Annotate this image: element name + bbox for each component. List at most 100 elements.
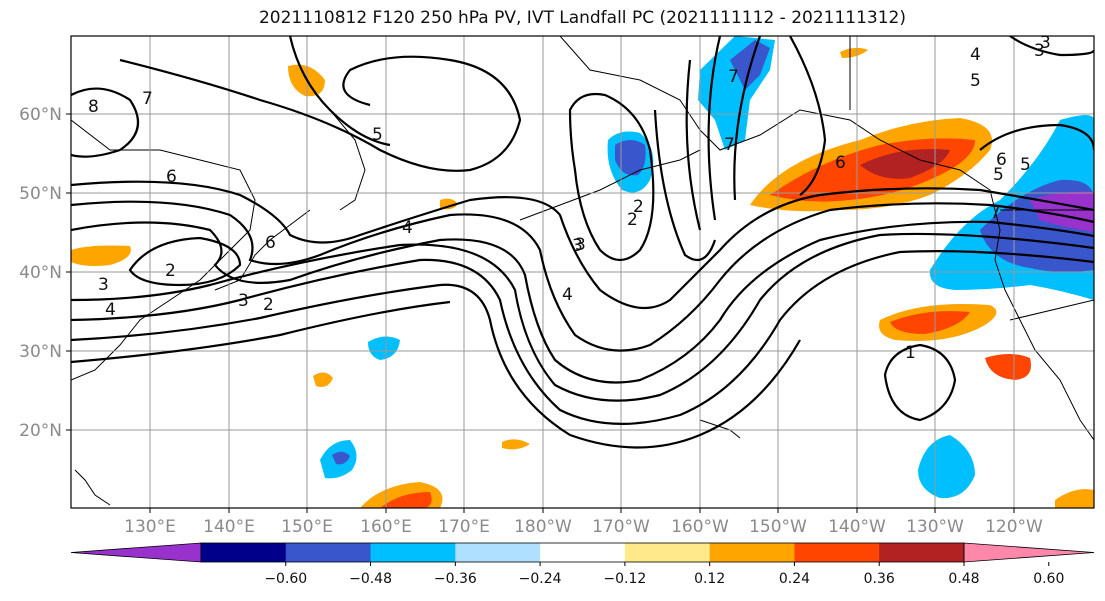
- colorbar-extend-low: [70, 542, 202, 563]
- colorbar-extend-high: [963, 542, 1095, 563]
- shade-blob: [1055, 489, 1094, 508]
- colorbar-segment: [624, 543, 711, 562]
- shade-blob: [313, 372, 333, 387]
- pv-contour: [128, 236, 242, 287]
- colorbar-segment: [285, 543, 372, 562]
- colorbar-tick-label: −0.48: [349, 571, 392, 587]
- contour-label: 8: [88, 97, 99, 117]
- border-us-mex: [1009, 299, 1094, 321]
- lon-label: 150°E: [281, 517, 333, 537]
- contour-label: 4: [402, 218, 413, 238]
- contour-label: 1: [905, 343, 916, 363]
- pv-contour: [71, 283, 801, 449]
- coastline-hawaii: [699, 419, 741, 439]
- pv-contour: [979, 123, 1094, 151]
- lat-label: 20°N: [19, 421, 62, 441]
- pv-contour: [71, 220, 1094, 384]
- colorbar-segment: [794, 543, 880, 562]
- colorbar-segment: [455, 543, 541, 562]
- lon-label: 180°W: [514, 517, 572, 537]
- lon-label: 170°W: [592, 517, 650, 537]
- lon-label: 140°W: [828, 517, 886, 537]
- shade-blob: [840, 47, 868, 58]
- pv-contour: [71, 250, 1094, 425]
- lat-label: 50°N: [19, 184, 62, 204]
- map-title: 2021110812 F120 250 hPa PV, IVT Landfall…: [258, 8, 906, 28]
- contour-label: 5: [993, 165, 1004, 185]
- contour-label: 4: [105, 300, 116, 320]
- shade-blob: [368, 336, 400, 360]
- contour-label: 6: [835, 153, 846, 173]
- shade-blob: [380, 492, 432, 508]
- contour-label: 4: [970, 45, 981, 65]
- lon-label: 130°W: [906, 517, 964, 537]
- pv-contour: [883, 343, 957, 422]
- pv-contour: [71, 200, 1094, 352]
- coastline-kamchatka: [329, 109, 366, 211]
- pv-contour: [789, 36, 827, 196]
- contour-label: 2: [633, 197, 644, 217]
- colorbar: −0.60 −0.48 −0.36 −0.24 −0.12 0.12 0.24 0.36 0.4…: [70, 542, 1095, 587]
- contour-label: 4: [562, 285, 573, 305]
- colorbar-segment: [201, 543, 287, 562]
- axis-ticks: [66, 113, 1015, 513]
- contour-label: 3: [1040, 33, 1051, 53]
- contour-label: 6: [996, 150, 1007, 170]
- colorbar-tick-label: −0.24: [519, 571, 562, 587]
- shade-blob: [890, 311, 970, 334]
- contour-label: 7: [990, 203, 1001, 223]
- lon-label: 130°E: [124, 517, 176, 537]
- colorbar-frame: [200, 542, 965, 563]
- colorbar-tick-label: 0.12: [694, 571, 725, 587]
- lon-label: 160°E: [360, 517, 412, 537]
- shade-blob: [71, 245, 131, 266]
- coastline-asia: [71, 119, 256, 381]
- coastline-na-west: [989, 189, 1094, 441]
- coastline-alaska: [559, 36, 991, 191]
- contour-label: 5: [372, 125, 383, 145]
- pv-contour: [288, 36, 391, 147]
- contour-label: 3: [98, 275, 109, 295]
- lon-label: 120°W: [985, 517, 1043, 537]
- shade-blob: [860, 149, 950, 179]
- contour-label: 3: [575, 235, 586, 255]
- lon-label: 160°W: [671, 517, 729, 537]
- colorbar-tick-label: 0.36: [864, 571, 895, 587]
- contour-label: 2: [627, 210, 638, 230]
- pv-contour: [71, 180, 1094, 310]
- pv-contour: [119, 55, 522, 172]
- contour-label: 3: [572, 236, 583, 256]
- colorbar-segment: [540, 543, 626, 562]
- colorbar-tick-label: 0.48: [948, 571, 979, 587]
- latitude-labels: 60°N 50°N 40°N 30°N 20°N: [19, 105, 62, 441]
- lon-label: 150°W: [749, 517, 807, 537]
- contour-label: 2: [263, 295, 274, 315]
- coastline-philippines: [74, 469, 111, 506]
- coastline-japan: [214, 209, 311, 291]
- shade-blob: [918, 435, 975, 499]
- lat-label: 60°N: [19, 105, 62, 125]
- pv-contour: [71, 232, 1094, 402]
- shade-blob: [615, 140, 646, 176]
- contour-label: 5: [970, 71, 981, 91]
- colorbar-tick-label: −0.36: [434, 571, 477, 587]
- contour-labels: 7 8 6 5 6 4 2 3 2 3 4 3 2 2 3 4 7 7 6 5 …: [88, 33, 1051, 363]
- pv-contour: [71, 87, 140, 158]
- pv-contour: [685, 59, 702, 231]
- contour-label: 7: [728, 67, 739, 87]
- colorbar-tick-label: 0.60: [1033, 571, 1064, 587]
- pv-contour: [1009, 36, 1094, 57]
- pv-contour: [707, 36, 722, 221]
- contour-label: 6: [166, 167, 177, 187]
- contour-label: 7: [724, 135, 735, 155]
- colorbar-segment: [709, 543, 795, 562]
- shade-blob: [985, 354, 1031, 380]
- lat-label: 30°N: [19, 342, 62, 362]
- colorbar-tick-label: −0.60: [264, 571, 307, 587]
- contour-label: 3: [238, 291, 249, 311]
- contour-label: 5: [1020, 155, 1031, 175]
- pv-contour: [653, 109, 717, 262]
- pv-contour: [568, 92, 655, 262]
- lon-label: 170°E: [438, 517, 490, 537]
- contour-label: 2: [165, 261, 176, 281]
